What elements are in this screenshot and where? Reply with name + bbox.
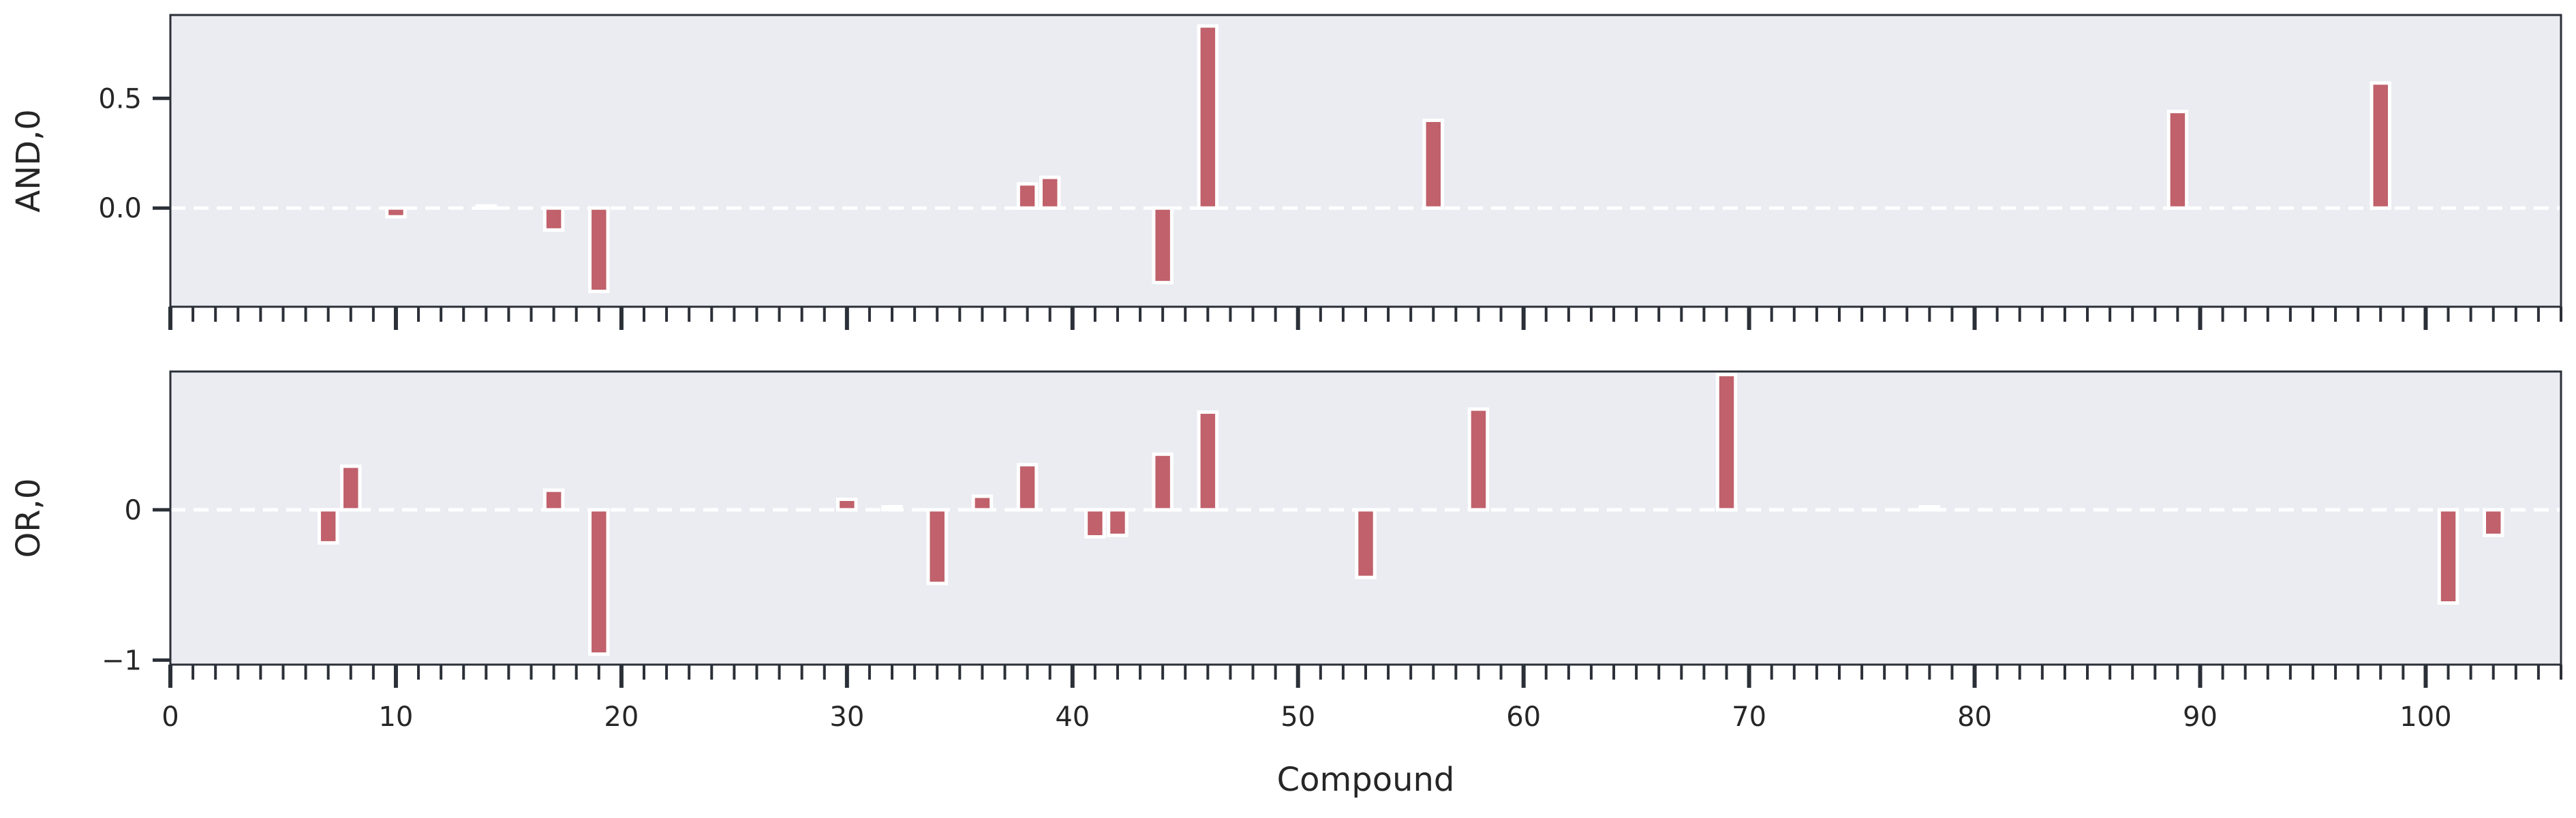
x-tick-label: 70 bbox=[1732, 701, 1766, 733]
bar-compound-34 bbox=[926, 508, 948, 586]
bar-compound-36 bbox=[971, 494, 994, 512]
bar-compound-32 bbox=[881, 504, 903, 512]
y-tick-label: 0.0 bbox=[98, 193, 142, 224]
plot-area bbox=[170, 15, 2561, 307]
x-tick-label: 90 bbox=[2183, 701, 2218, 733]
and-0-panel: 0.0 0.5 AND,0 bbox=[10, 14, 2562, 330]
bar-compound-58 bbox=[1467, 407, 1490, 512]
bar-compound-69 bbox=[1715, 372, 1738, 512]
bar-compound-44 bbox=[1152, 452, 1174, 512]
bar-compound-89 bbox=[2166, 110, 2189, 210]
bar-compound-41 bbox=[1084, 508, 1106, 539]
x-tick-label: 80 bbox=[1957, 701, 1992, 733]
bar-compound-8 bbox=[340, 464, 362, 512]
bar-compound-39 bbox=[1039, 175, 1061, 210]
bar-compound-46 bbox=[1197, 24, 1219, 210]
bar-compound-10 bbox=[385, 206, 407, 219]
bar-compound-103 bbox=[2482, 508, 2504, 537]
bar-compound-17 bbox=[542, 206, 565, 232]
y-tick-label: 0.5 bbox=[98, 83, 142, 115]
bar-compound-78 bbox=[1918, 504, 1941, 512]
bar-compound-7 bbox=[317, 508, 339, 545]
bar-compound-46 bbox=[1197, 410, 1219, 512]
bar-compound-101 bbox=[2437, 508, 2459, 605]
x-tick-label: 100 bbox=[2399, 701, 2451, 733]
bar-compound-19 bbox=[588, 206, 610, 293]
y-tick-label: 0 bbox=[125, 495, 142, 526]
x-tick-label: 40 bbox=[1055, 701, 1090, 733]
x-tick-label: 0 bbox=[162, 701, 179, 733]
bar-compound-98 bbox=[2370, 81, 2391, 210]
bar-compound-38 bbox=[1016, 463, 1039, 512]
bar-compound-17 bbox=[542, 488, 565, 512]
bar-compound-42 bbox=[1107, 508, 1129, 537]
y-axis-title: OR,0 bbox=[10, 479, 48, 558]
bar-compound-19 bbox=[588, 508, 610, 656]
x-tick-label: 30 bbox=[829, 701, 864, 733]
bar-compound-56 bbox=[1422, 118, 1445, 210]
x-tick-label: 60 bbox=[1506, 701, 1541, 733]
bar-compound-14 bbox=[475, 204, 497, 210]
x-tick-label: 50 bbox=[1281, 701, 1315, 733]
bar-compound-30 bbox=[836, 497, 858, 512]
bar-compound-38 bbox=[1016, 182, 1039, 210]
or-0-panel: −1 0 OR,0 0 10 20 30 40 50 60 70 80 90 100 bbox=[10, 370, 2562, 733]
x-tick-label: 10 bbox=[378, 701, 413, 733]
x-axis-title: Compound bbox=[1277, 761, 1455, 799]
bar-compound-44 bbox=[1152, 206, 1174, 285]
x-tick-label: 20 bbox=[604, 701, 639, 733]
y-axis-title: AND,0 bbox=[10, 109, 48, 213]
y-tick-label: −1 bbox=[102, 645, 142, 676]
bar-compound-53 bbox=[1355, 508, 1377, 579]
